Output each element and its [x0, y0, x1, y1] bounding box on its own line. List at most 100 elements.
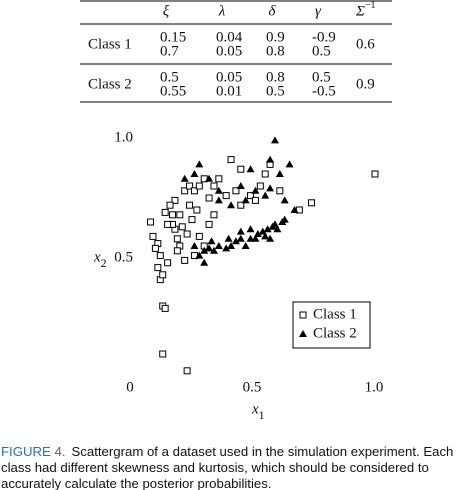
point [195, 251, 204, 259]
caption-text: accurately calculate the posterior proba… [1, 476, 272, 490]
caption-text: Scattergram of a dataset used in the sim… [71, 444, 453, 459]
point [231, 237, 240, 245]
point [253, 230, 262, 237]
point [280, 215, 289, 223]
caption-line: class had different skewness and kurtosi… [1, 460, 429, 475]
point [308, 199, 316, 207]
point [270, 136, 279, 144]
point [263, 225, 272, 233]
point [195, 160, 204, 168]
point [247, 192, 255, 200]
point [161, 208, 169, 216]
table-cell: 0.04 [216, 29, 243, 45]
point [151, 244, 159, 252]
legend-box [292, 301, 371, 349]
table-cell: 0.8 [266, 69, 285, 85]
figure-label: FIGURE 4. [1, 444, 65, 459]
point [210, 211, 218, 219]
point [275, 170, 284, 177]
point [236, 182, 245, 189]
point [181, 187, 189, 195]
y-axis-label: x2 [93, 249, 107, 269]
point [371, 170, 379, 178]
point [227, 242, 236, 249]
point [159, 350, 167, 358]
point [205, 220, 213, 228]
table-cell: 0.15 [160, 29, 186, 45]
x-axis-label-sub: 1 [259, 408, 265, 422]
caption-line: FIGURE 4. Scattergram of a dataset used i… [1, 444, 453, 459]
table-cell: 0.55 [160, 83, 186, 99]
point [183, 367, 191, 375]
x-axis-label: x1 [251, 401, 265, 421]
point [168, 211, 176, 219]
point [164, 220, 172, 228]
point [246, 225, 255, 233]
point [246, 165, 255, 173]
point [236, 227, 245, 235]
table-header: γ [315, 3, 322, 19]
point [190, 242, 199, 249]
point [224, 234, 233, 242]
table-cell: -0.9 [312, 29, 336, 45]
table-cell: 0.6 [356, 36, 375, 52]
point [200, 246, 209, 254]
point [209, 246, 218, 254]
table-cell: 0.5 [312, 69, 331, 85]
point [164, 259, 172, 267]
point [251, 186, 260, 194]
legend-marker [299, 311, 307, 319]
point [214, 242, 223, 249]
point [266, 234, 275, 242]
y-axis-label-sub: 2 [101, 256, 107, 270]
point [222, 244, 231, 252]
x-tick-label: 0 [126, 379, 134, 395]
point [200, 258, 209, 266]
point [276, 187, 284, 195]
point [285, 160, 294, 168]
point [195, 182, 203, 190]
point [256, 182, 264, 190]
table-header: Σ−1 [355, 0, 376, 19]
point [236, 234, 245, 242]
point [207, 237, 216, 245]
point [176, 211, 184, 219]
point [237, 201, 245, 209]
table-cell: 0.5 [266, 83, 285, 99]
point [178, 223, 186, 231]
point [290, 206, 299, 213]
row-label: Class 1 [88, 36, 132, 52]
legend-label: Class 2 [313, 325, 357, 341]
table-cell: -0.5 [312, 83, 336, 99]
point [188, 216, 196, 224]
point [186, 182, 194, 190]
point [273, 225, 282, 233]
table-cell: 0.01 [216, 83, 242, 99]
table-cell: 0.9 [266, 29, 285, 45]
point [181, 256, 189, 264]
point [214, 186, 223, 194]
point [280, 196, 289, 204]
point [154, 264, 162, 272]
y-tick-label: 1.0 [114, 129, 133, 145]
point [193, 206, 201, 214]
point [232, 187, 240, 195]
point [210, 182, 218, 190]
point [227, 201, 236, 209]
point [205, 244, 214, 252]
point [261, 232, 270, 240]
point [266, 155, 275, 163]
point [173, 235, 181, 243]
caption-line: accurately calculate the posterior proba… [1, 476, 272, 490]
table-header: λ [218, 3, 226, 19]
table-cell: 0.8 [266, 43, 285, 59]
point [266, 184, 275, 192]
caption: FIGURE 4. Scattergram of a dataset used i… [1, 444, 453, 490]
table-header: δ [269, 3, 277, 19]
point [222, 192, 230, 200]
point [205, 174, 214, 182]
x-tick-label: 1.0 [365, 379, 384, 395]
